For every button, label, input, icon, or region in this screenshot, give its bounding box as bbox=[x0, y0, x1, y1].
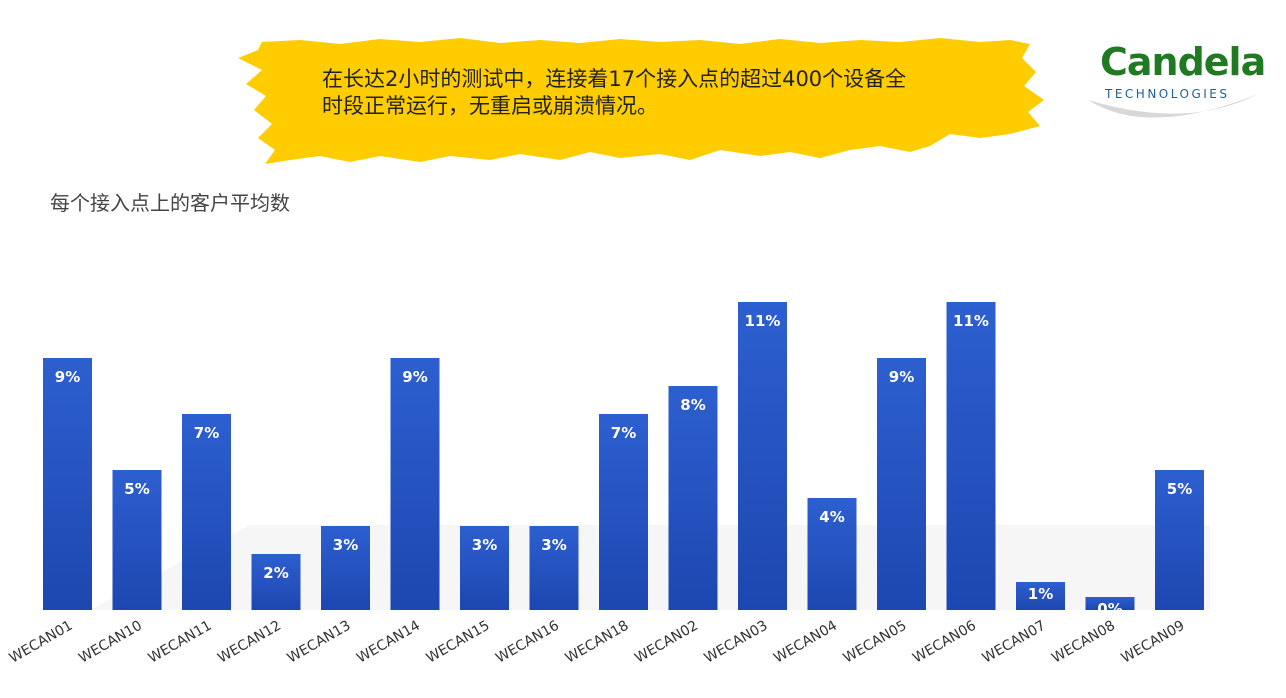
x-tick-label: WECAN05 bbox=[841, 618, 910, 667]
bar-value-label: 0% bbox=[1097, 600, 1122, 618]
x-tick-label: WECAN04 bbox=[771, 618, 840, 667]
bar-value-label: 7% bbox=[611, 424, 636, 442]
bar-wecan13 bbox=[321, 526, 370, 610]
bar-wecan08 bbox=[1085, 597, 1135, 610]
bar-wecan10 bbox=[112, 470, 162, 610]
bar-wecan01 bbox=[43, 358, 92, 610]
x-tick-label: WECAN12 bbox=[215, 618, 284, 667]
chart-title: 每个接入点上的客户平均数 bbox=[50, 191, 290, 215]
x-tick-label: WECAN03 bbox=[702, 618, 771, 667]
x-tick-label: WECAN09 bbox=[1119, 618, 1188, 667]
bar-wecan14 bbox=[390, 358, 440, 610]
x-tick-label: WECAN01 bbox=[7, 618, 76, 667]
bar-value-label: 3% bbox=[541, 536, 566, 554]
bar-chart: 9% 5% 7% 2% 3% 9% 3% 3% 7% 8% 11% 4% 9% 11% 1% 0% 5% WEC… bbox=[7, 302, 1210, 667]
bar-wecan11 bbox=[182, 414, 231, 610]
x-tick-label: WECAN10 bbox=[76, 618, 145, 667]
bar-wecan03 bbox=[738, 302, 787, 610]
bar-wecan16 bbox=[529, 526, 579, 610]
banner-text: 在长达2小时的测试中，连接着17个接入点的超过400个设备全 时段正常运行，无重… bbox=[322, 66, 1002, 120]
bar-value-label: 2% bbox=[263, 564, 288, 582]
logo-tagline: TECHNOLOGIES bbox=[1102, 86, 1233, 102]
bars: 9% 5% 7% 2% 3% 9% 3% 3% 7% 8% 11% 4% 9% 11% 1% 0% 5% bbox=[43, 302, 1204, 618]
bar-value-label: 1% bbox=[1028, 585, 1053, 603]
x-tick-label: WECAN11 bbox=[146, 618, 215, 667]
bar-value-label: 9% bbox=[55, 368, 80, 386]
bar-wecan09 bbox=[1155, 470, 1204, 610]
x-axis-ticks: WECAN01 WECAN10 WECAN11 WECAN12 WECAN13 WECAN… bbox=[7, 618, 1188, 667]
bar-value-label: 11% bbox=[953, 312, 989, 330]
x-tick-label: WECAN02 bbox=[632, 618, 701, 667]
bar-value-label: 7% bbox=[194, 424, 219, 442]
candela-logo: Candela TECHNOLOGIES bbox=[1088, 34, 1266, 130]
x-tick-label: WECAN13 bbox=[285, 618, 354, 667]
bar-value-label: 5% bbox=[124, 480, 149, 498]
bar-wecan05 bbox=[877, 358, 926, 610]
bar-value-label: 4% bbox=[819, 508, 844, 526]
x-tick-label: WECAN16 bbox=[493, 618, 562, 667]
bar-value-label: 11% bbox=[745, 312, 781, 330]
bar-wecan06 bbox=[946, 302, 996, 610]
x-tick-label: WECAN18 bbox=[563, 618, 632, 667]
bar-value-label: 3% bbox=[333, 536, 358, 554]
bar-wecan15 bbox=[460, 526, 509, 610]
x-tick-label: WECAN14 bbox=[354, 618, 423, 667]
bar-wecan04 bbox=[807, 498, 857, 610]
x-tick-label: WECAN15 bbox=[424, 618, 493, 667]
bar-value-label: 5% bbox=[1167, 480, 1192, 498]
banner-text-line-2: 时段正常运行，无重启或崩溃情况。 bbox=[322, 94, 658, 118]
x-tick-label: WECAN06 bbox=[910, 618, 979, 667]
x-tick-label: WECAN07 bbox=[980, 618, 1049, 667]
bar-wecan12 bbox=[251, 554, 301, 610]
x-tick-label: WECAN08 bbox=[1049, 618, 1118, 667]
banner-text-line-1: 在长达2小时的测试中，连接着17个接入点的超过400个设备全 bbox=[322, 67, 907, 91]
bar-value-label: 9% bbox=[889, 368, 914, 386]
bar-wecan07 bbox=[1016, 582, 1065, 610]
banner bbox=[238, 38, 1044, 164]
bar-value-label: 8% bbox=[680, 396, 705, 414]
logo-wordmark: Candela bbox=[1100, 40, 1266, 84]
logo-swoosh bbox=[1088, 94, 1258, 118]
bar-value-label: 3% bbox=[472, 536, 497, 554]
banner-shape bbox=[238, 38, 1044, 164]
bar-value-label: 9% bbox=[402, 368, 427, 386]
bar-wecan18 bbox=[599, 414, 648, 610]
bar-wecan02 bbox=[668, 386, 718, 610]
